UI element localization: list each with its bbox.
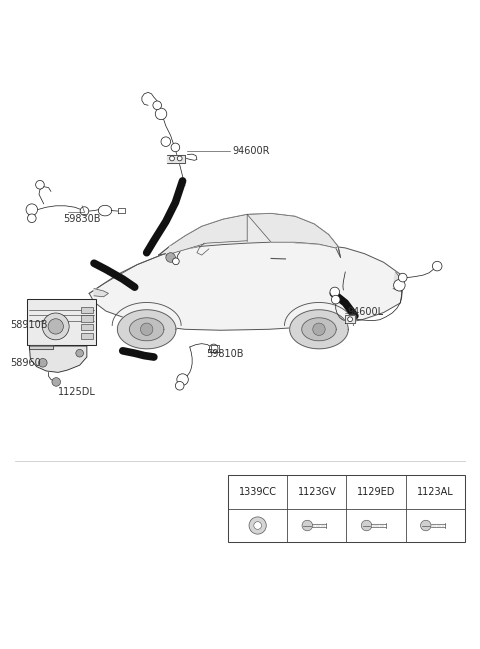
Circle shape — [76, 349, 84, 357]
FancyBboxPatch shape — [81, 333, 93, 339]
Polygon shape — [247, 214, 338, 248]
Circle shape — [249, 517, 266, 534]
Polygon shape — [118, 310, 176, 349]
Circle shape — [361, 520, 372, 531]
Text: 1129ED: 1129ED — [357, 487, 396, 497]
Polygon shape — [166, 214, 247, 255]
Circle shape — [38, 358, 47, 367]
FancyBboxPatch shape — [81, 315, 93, 322]
Text: 1123AL: 1123AL — [417, 487, 454, 497]
Polygon shape — [302, 318, 336, 341]
Circle shape — [330, 287, 339, 297]
Text: 1123GV: 1123GV — [298, 487, 336, 497]
Polygon shape — [345, 315, 355, 323]
Circle shape — [175, 382, 184, 390]
Circle shape — [177, 156, 182, 161]
Circle shape — [42, 313, 69, 340]
Circle shape — [394, 280, 405, 291]
FancyBboxPatch shape — [27, 299, 96, 345]
Circle shape — [172, 258, 179, 265]
Text: 59830B: 59830B — [63, 214, 100, 224]
Circle shape — [26, 204, 37, 215]
Circle shape — [398, 273, 407, 282]
Polygon shape — [158, 214, 340, 258]
Circle shape — [161, 137, 170, 147]
Text: 1125DL: 1125DL — [58, 387, 96, 397]
Polygon shape — [167, 154, 185, 163]
Text: 59810B: 59810B — [206, 349, 244, 359]
Text: 94600L: 94600L — [348, 307, 384, 317]
Polygon shape — [29, 345, 53, 349]
Circle shape — [331, 295, 340, 304]
Circle shape — [254, 522, 262, 530]
Text: 1339CC: 1339CC — [239, 487, 276, 497]
Circle shape — [48, 319, 63, 334]
Circle shape — [80, 207, 89, 215]
Polygon shape — [393, 272, 403, 291]
Polygon shape — [290, 310, 348, 349]
Polygon shape — [29, 346, 87, 373]
FancyBboxPatch shape — [81, 324, 93, 330]
Circle shape — [36, 180, 44, 189]
Circle shape — [302, 520, 312, 531]
Circle shape — [166, 252, 175, 262]
Circle shape — [177, 374, 188, 386]
Circle shape — [169, 156, 174, 161]
FancyBboxPatch shape — [228, 475, 465, 543]
Polygon shape — [89, 241, 403, 330]
Text: 58960: 58960 — [10, 358, 41, 368]
Circle shape — [420, 520, 431, 531]
Circle shape — [432, 262, 442, 271]
Circle shape — [171, 143, 180, 152]
Circle shape — [27, 214, 36, 223]
Circle shape — [141, 323, 153, 336]
Circle shape — [209, 344, 218, 353]
Text: 94600R: 94600R — [233, 146, 270, 156]
Circle shape — [153, 101, 161, 110]
FancyBboxPatch shape — [81, 307, 93, 313]
Circle shape — [348, 317, 352, 322]
Text: 58910B: 58910B — [10, 319, 48, 330]
Polygon shape — [130, 318, 164, 341]
Circle shape — [313, 323, 325, 336]
Polygon shape — [94, 289, 108, 297]
Circle shape — [156, 108, 167, 119]
Circle shape — [52, 378, 60, 386]
